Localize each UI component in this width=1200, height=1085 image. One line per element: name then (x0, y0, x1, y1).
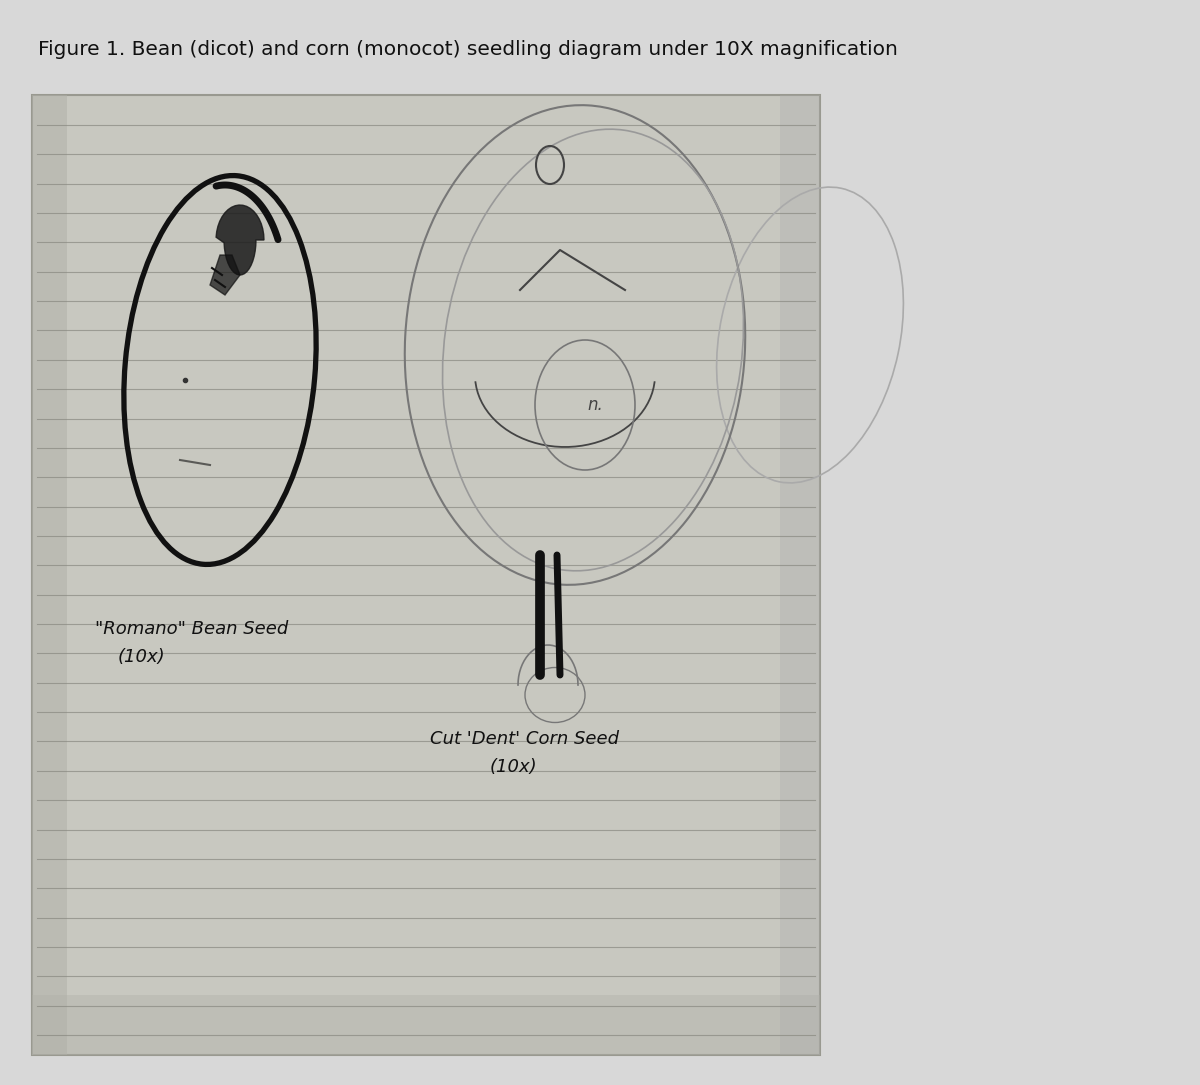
Text: (10x): (10x) (118, 648, 166, 666)
Polygon shape (216, 205, 264, 275)
Polygon shape (210, 255, 240, 295)
Bar (780, 95, 820, 1055)
Text: "Romano" Bean Seed: "Romano" Bean Seed (95, 620, 288, 638)
Bar (32, 95, 820, 1055)
Text: (10x): (10x) (490, 758, 538, 776)
Text: n.: n. (587, 396, 602, 414)
Bar (32, 95, 67, 1055)
Text: Cut 'Dent' Corn Seed: Cut 'Dent' Corn Seed (430, 730, 619, 748)
Bar (32, 995, 820, 1055)
Text: Figure 1. Bean (dicot) and corn (monocot) seedling diagram under 10X magnificati: Figure 1. Bean (dicot) and corn (monocot… (38, 40, 898, 59)
